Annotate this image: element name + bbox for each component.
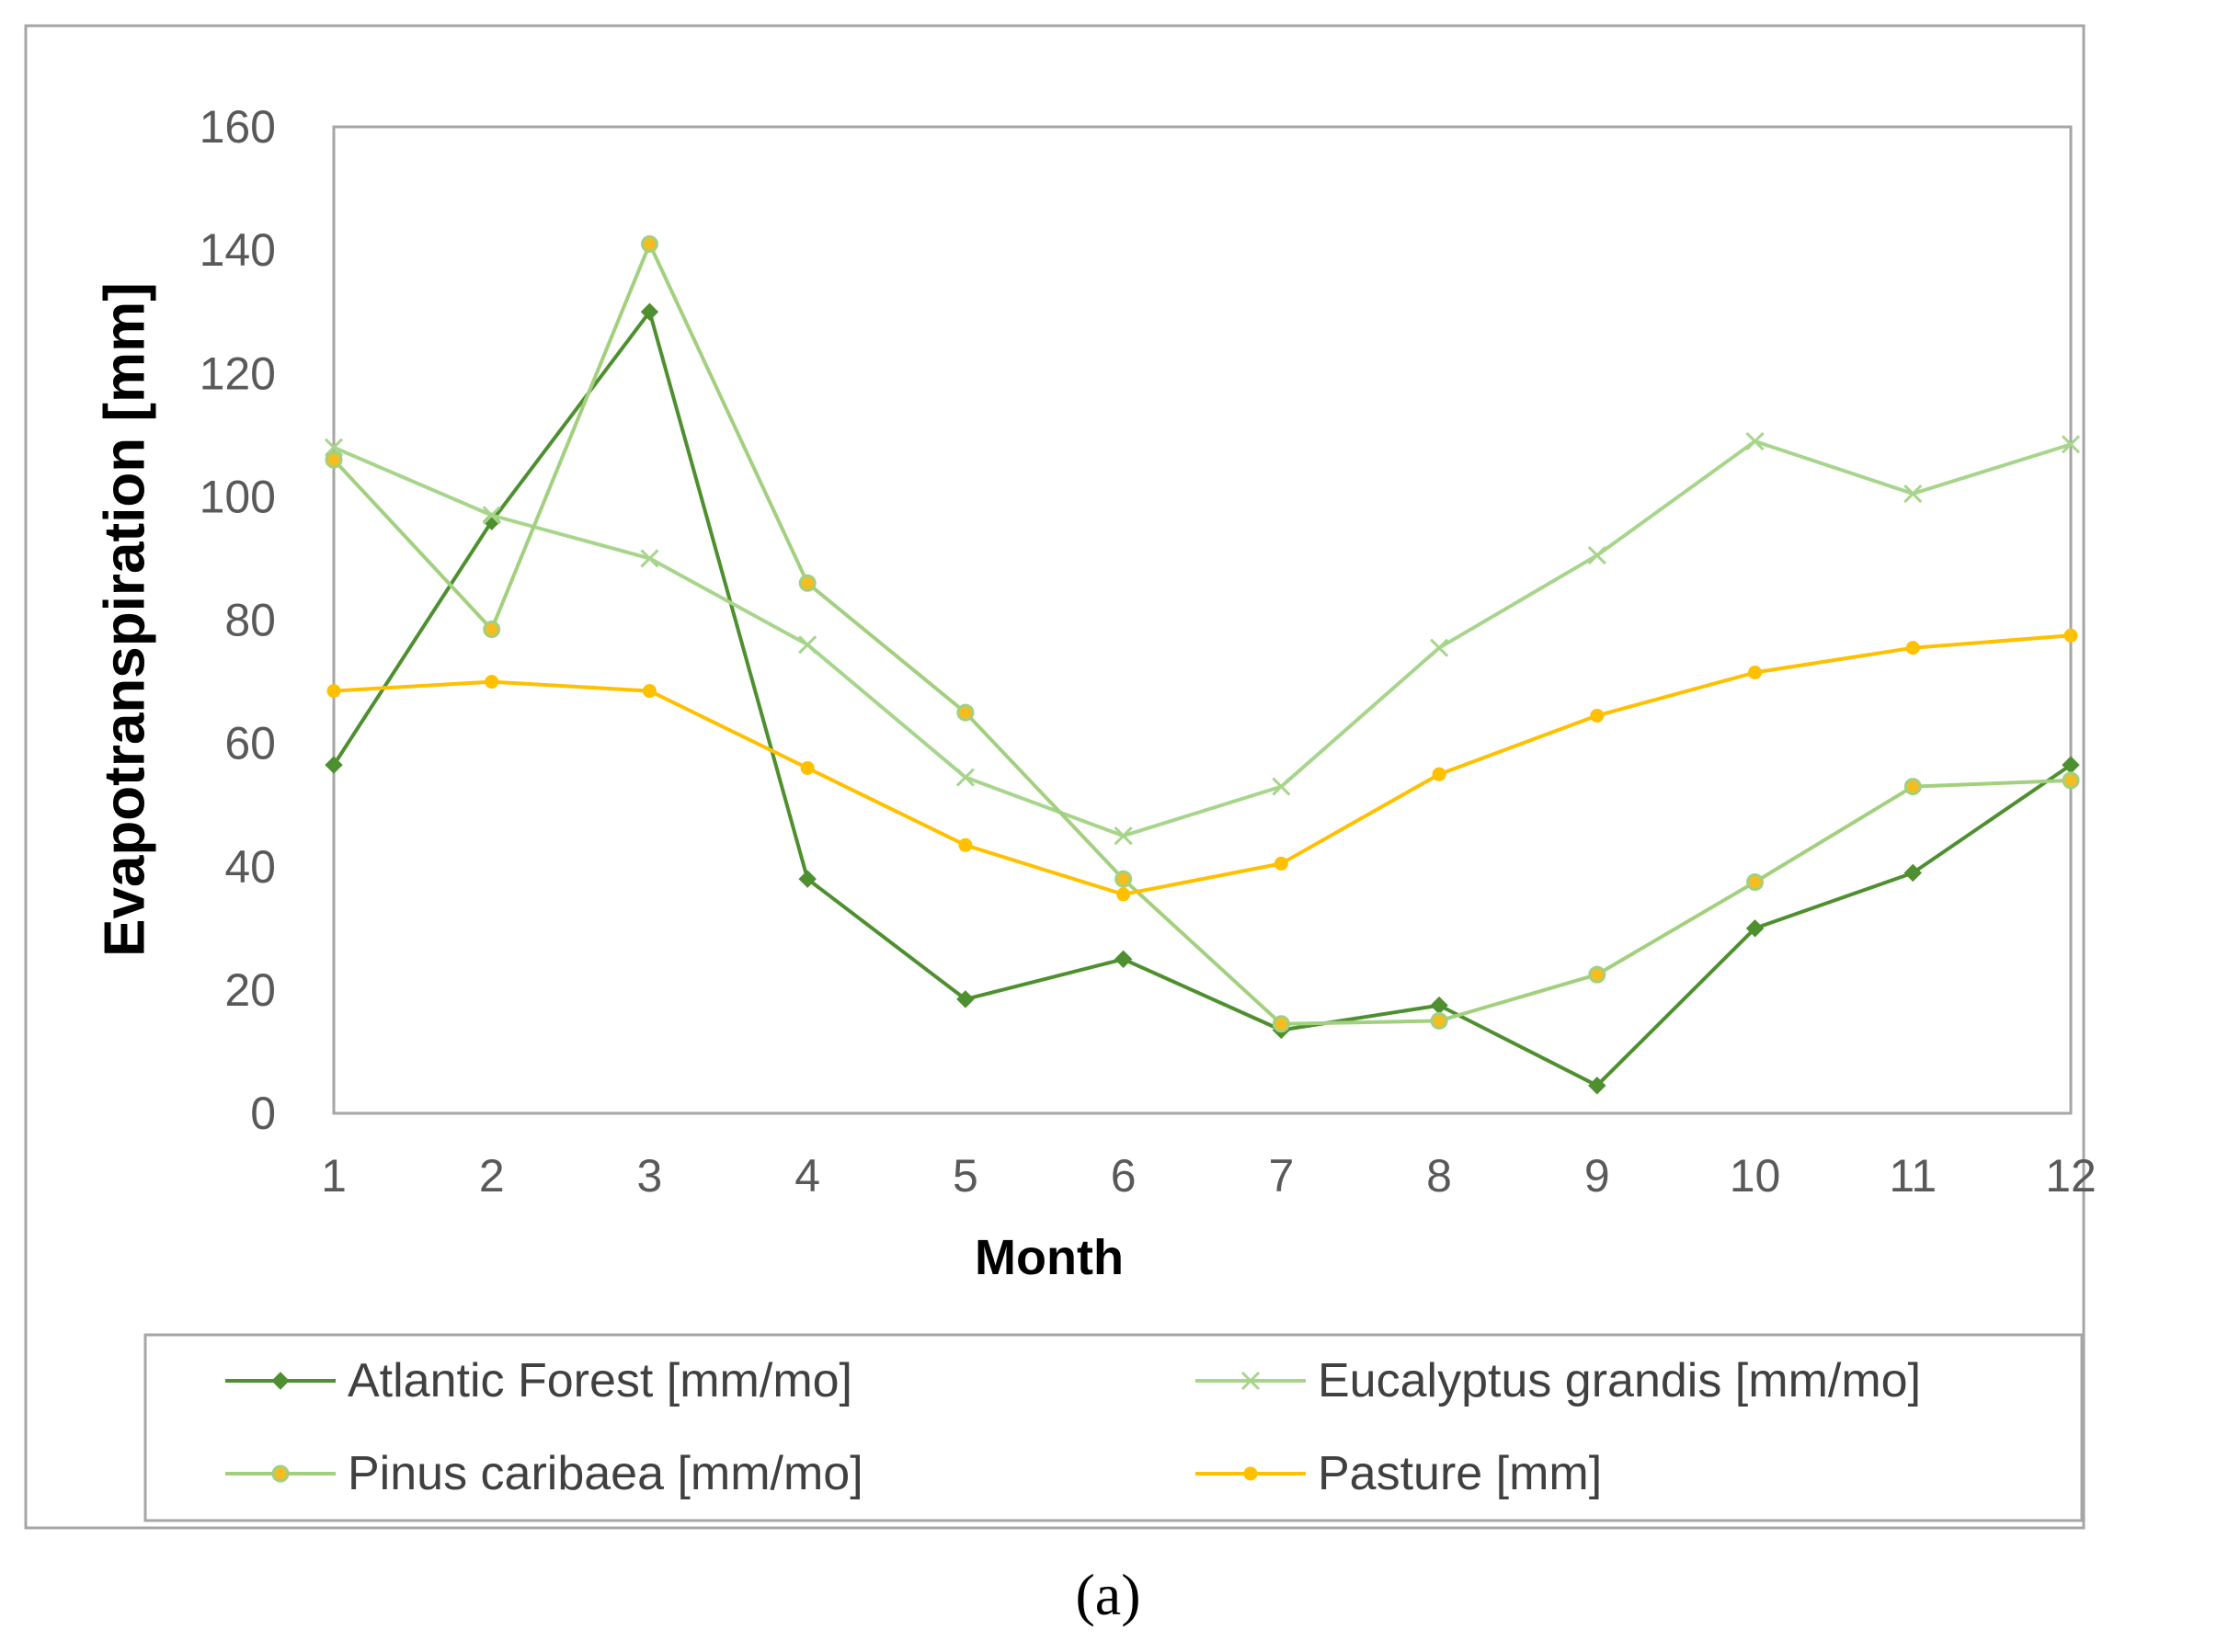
series-2-point bbox=[1587, 546, 1606, 565]
legend-label: Pinus caribaea [mm/mo] bbox=[348, 1447, 863, 1500]
series-2-point bbox=[1114, 826, 1133, 846]
series-1-point bbox=[956, 990, 975, 1008]
series-4-point bbox=[1748, 666, 1763, 680]
legend-swatch-marker bbox=[271, 1372, 290, 1390]
x-tick-label: 3 bbox=[637, 1150, 663, 1202]
y-tick-label: 40 bbox=[224, 841, 276, 893]
series-2-point bbox=[1430, 638, 1449, 657]
series-1-point bbox=[1114, 950, 1133, 969]
series-4-point bbox=[485, 675, 499, 689]
chart-area-frame bbox=[24, 24, 2086, 1530]
x-tick-label: 2 bbox=[479, 1150, 505, 1202]
x-tick-label: 4 bbox=[794, 1150, 820, 1202]
plot-area-frame bbox=[332, 125, 2073, 1115]
series-2-point bbox=[482, 506, 501, 525]
legend-label: Pasture [mm] bbox=[1318, 1447, 1602, 1500]
series-1-point bbox=[640, 302, 659, 321]
series-4-point bbox=[1905, 641, 1920, 655]
series-4-point bbox=[2063, 628, 2078, 643]
series-1-point bbox=[325, 756, 343, 774]
y-tick-label: 80 bbox=[224, 595, 276, 646]
x-tick-label: 1 bbox=[321, 1150, 347, 1202]
series-1-point bbox=[1745, 919, 1765, 938]
series-2-point bbox=[1272, 777, 1291, 796]
series-3-point bbox=[2062, 771, 2080, 790]
y-tick-label: 160 bbox=[200, 101, 276, 153]
series-2-point bbox=[2061, 435, 2081, 454]
series-4-point bbox=[800, 760, 815, 775]
series-4-point bbox=[642, 684, 657, 699]
series-2-point bbox=[798, 635, 817, 655]
x-tick-label: 12 bbox=[2045, 1150, 2097, 1202]
series-3-point bbox=[956, 703, 975, 722]
figure-caption: (a) bbox=[1075, 1562, 1140, 1627]
x-tick-label: 6 bbox=[1111, 1150, 1137, 1202]
series-3-point bbox=[1114, 870, 1133, 888]
legend: Atlantic Forest [mm/mo] Eucalyptus grandi… bbox=[225, 1354, 1921, 1500]
x-tick-label: 5 bbox=[953, 1150, 978, 1202]
legend-swatch-marker bbox=[1243, 1466, 1258, 1481]
series-2-point bbox=[1903, 484, 1923, 504]
series-layer bbox=[324, 234, 2081, 1095]
legend-swatch-marker bbox=[271, 1464, 290, 1483]
series-3-point bbox=[1430, 1011, 1448, 1030]
series-line-1 bbox=[332, 310, 2073, 1088]
y-axis-ticks: 0 20 40 60 80 100 120 140 160 bbox=[200, 101, 276, 1139]
legend-label: Atlantic Forest [mm/mo] bbox=[348, 1354, 852, 1407]
x-axis-title: Month bbox=[975, 1230, 1124, 1285]
series-1-point bbox=[1588, 1077, 1606, 1095]
series-4-point bbox=[1432, 767, 1446, 781]
y-tick-label: 140 bbox=[200, 224, 276, 276]
legend-box bbox=[143, 1333, 2084, 1522]
x-tick-label: 8 bbox=[1426, 1150, 1452, 1202]
series-line-4 bbox=[333, 633, 2072, 896]
series-4-point bbox=[326, 684, 341, 699]
x-axis-ticks: 1 2 3 4 5 6 7 8 9 10 11 12 bbox=[321, 1150, 2097, 1202]
x-tick-label: 7 bbox=[1268, 1150, 1294, 1202]
series-3-point bbox=[640, 234, 658, 253]
series-4-point bbox=[1590, 708, 1605, 723]
series-4-point bbox=[1274, 856, 1288, 871]
series-3-point bbox=[325, 450, 343, 469]
series-2-point bbox=[955, 768, 975, 787]
series-4-point bbox=[958, 837, 973, 852]
series-3-point bbox=[1588, 965, 1606, 984]
series-4-point bbox=[1116, 887, 1131, 902]
x-tick-label: 11 bbox=[1889, 1150, 1937, 1202]
y-tick-label: 60 bbox=[224, 718, 276, 769]
series-1-point bbox=[798, 870, 817, 888]
y-tick-label: 0 bbox=[250, 1088, 276, 1139]
series-line-2 bbox=[333, 439, 2072, 838]
series-2-point bbox=[324, 438, 344, 457]
y-tick-label: 120 bbox=[200, 347, 276, 399]
series-3-point bbox=[798, 574, 817, 592]
y-tick-label: 100 bbox=[200, 471, 276, 522]
series-3-point bbox=[1903, 778, 1922, 796]
series-1-point bbox=[1903, 863, 1922, 883]
legend-label: Eucalyptus grandis [mm/mo] bbox=[1318, 1354, 1921, 1407]
y-tick-label: 20 bbox=[224, 964, 276, 1016]
x-tick-label: 9 bbox=[1584, 1150, 1610, 1202]
series-2-point bbox=[640, 549, 659, 568]
y-axis-title: Evapotranspiration [mm] bbox=[93, 282, 156, 957]
series-3-point bbox=[483, 621, 501, 639]
legend-swatch-marker bbox=[1240, 1371, 1261, 1391]
series-2-point bbox=[1745, 431, 1765, 451]
series-line-3 bbox=[332, 242, 2072, 1026]
x-tick-label: 10 bbox=[1730, 1150, 1781, 1202]
series-3-point bbox=[1272, 1015, 1290, 1033]
series-3-point bbox=[1746, 873, 1765, 892]
